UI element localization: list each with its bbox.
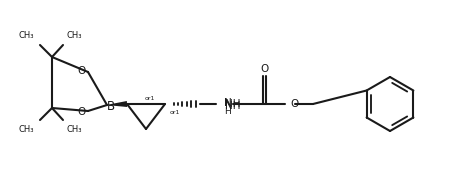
Text: O: O — [260, 64, 269, 74]
Text: CH₃: CH₃ — [18, 30, 34, 39]
Polygon shape — [106, 101, 127, 107]
Text: or1: or1 — [170, 111, 180, 115]
Text: CH₃: CH₃ — [18, 125, 34, 134]
Text: N: N — [224, 98, 231, 108]
Text: O: O — [289, 99, 297, 109]
Text: CH₃: CH₃ — [67, 30, 82, 39]
Text: O: O — [78, 66, 86, 76]
Text: H: H — [224, 106, 230, 115]
Text: NH: NH — [224, 101, 240, 111]
Text: O: O — [78, 107, 86, 117]
Text: or1: or1 — [145, 96, 155, 102]
Text: B: B — [106, 100, 115, 114]
Text: NH: NH — [224, 99, 240, 109]
Text: CH₃: CH₃ — [67, 125, 82, 134]
